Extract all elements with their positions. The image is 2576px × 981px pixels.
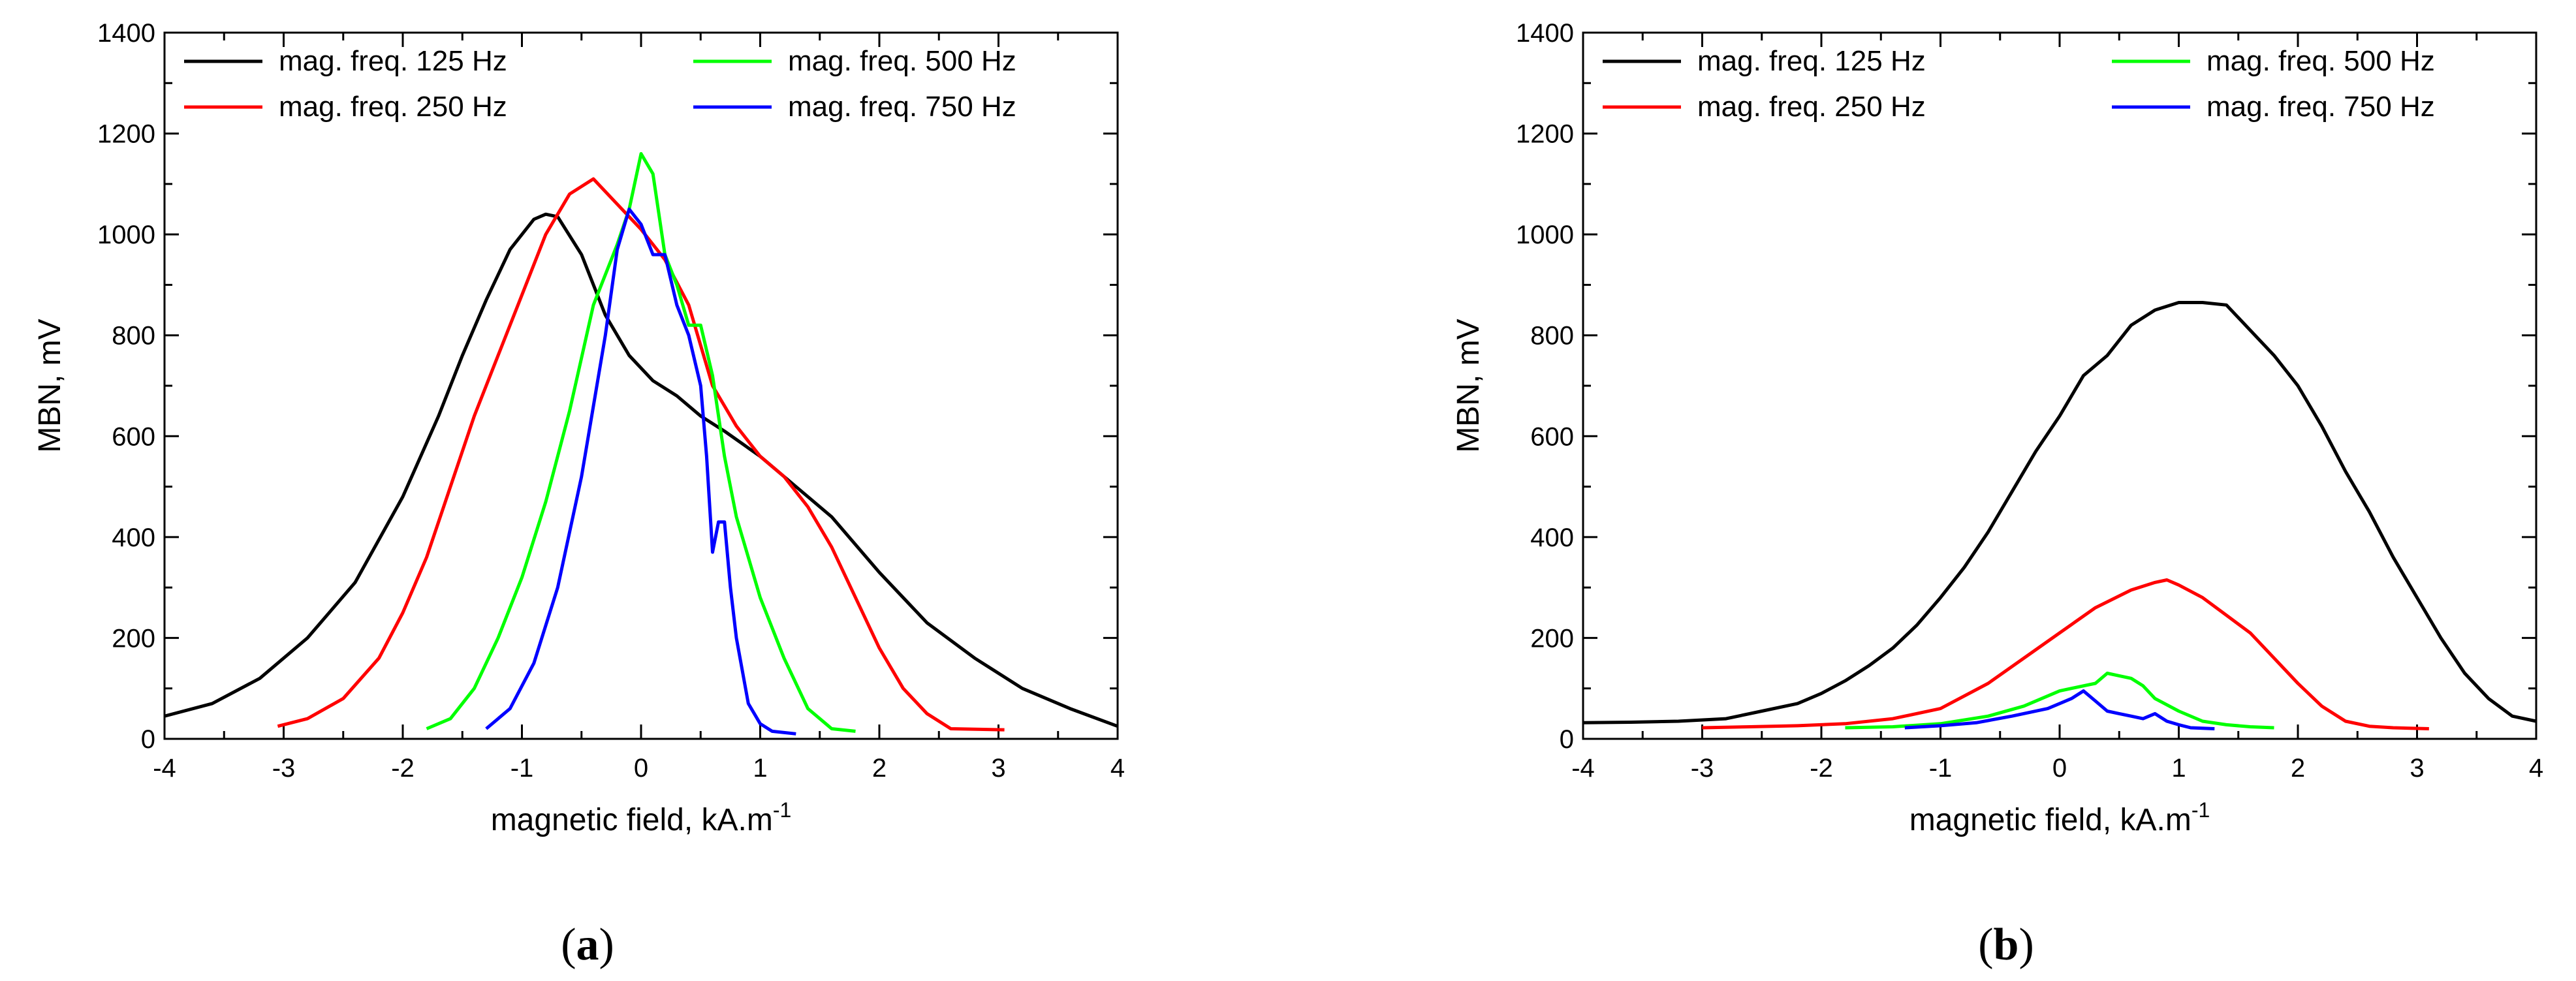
series-line-1 [164,212,1118,728]
y-tick-label: 200 [112,624,155,653]
x-axis-title: magnetic field, kA.m-1 [491,798,792,837]
y-tick-label: 0 [1560,725,1574,754]
y-axis-title: MBN, mV [1451,319,1486,452]
legend-label: mag. freq. 750 Hz [788,91,1016,123]
x-tick-label: -2 [1810,754,1833,783]
legend-label: mag. freq. 125 Hz [1697,45,1926,77]
legend-label: mag. freq. 750 Hz [2207,91,2435,123]
y-tick-label: 1000 [1516,221,1574,249]
y-tick-label: 600 [112,422,155,451]
x-tick-label: 0 [2052,754,2067,783]
y-tick-label: 800 [112,322,155,350]
panel-label: (a) [561,920,614,970]
y-tick-label: 1400 [1516,19,1574,48]
x-tick-label: -4 [153,754,176,783]
x-tick-label: 4 [1110,754,1125,783]
x-tick-label: -3 [272,754,296,783]
chart-panel-a: -4 -3 -2 -1 0 1 2 3 4 0 200 400 600 800 1000 1200 1400 ma… [33,19,1125,970]
y-tick-label: 400 [1530,523,1574,552]
series-line-4 [485,208,796,736]
y-tick-label: 200 [1530,624,1574,653]
x-tick-label: -2 [391,754,415,783]
series-line-2 [1702,578,2429,730]
legend-label: mag. freq. 250 Hz [279,91,507,123]
x-tick-label: 1 [753,754,767,783]
y-tick-label: 800 [1530,322,1574,350]
x-tick-label: 2 [2291,754,2305,783]
panel-label-letter: b [1994,920,2019,970]
x-tick-label: -1 [1929,754,1953,783]
y-tick-label: 1200 [1516,120,1574,149]
y-axis-title: MBN, mV [33,319,67,452]
x-axis-title-superscript: -1 [2191,798,2210,822]
x-tick-label: -4 [1571,754,1595,783]
series-line-2 [277,177,1005,732]
y-tick-label: 0 [141,725,155,754]
panel-label-letter: a [576,920,599,970]
legend-label: mag. freq. 125 Hz [279,45,507,77]
x-axis-title: magnetic field, kA.m-1 [1909,798,2210,837]
x-tick-label: 0 [634,754,648,783]
x-tick-label: 4 [2529,754,2543,783]
panel-label-open: ( [561,920,576,970]
series-line-1 [1582,301,2537,724]
x-axis-title-superscript: -1 [773,798,791,822]
y-tick-label: 600 [1530,422,1574,451]
panel-label: (b) [1978,920,2034,970]
series-line-3 [426,152,856,733]
y-tick-label: 1200 [97,120,155,149]
x-tick-label: 1 [2171,754,2186,783]
x-tick-label: 2 [872,754,887,783]
x-axis-title-main: magnetic field, kA.m [491,803,773,837]
panel-label-close: ) [599,920,614,970]
legend-label: mag. freq. 500 Hz [2207,45,2435,77]
panel-label-open: ( [1978,920,1993,970]
panel-label-close: ) [2018,920,2034,970]
legend-label: mag. freq. 250 Hz [1697,91,1926,123]
series-line-4 [1904,689,2215,730]
x-tick-label: 3 [2410,754,2424,783]
x-tick-label: 3 [991,754,1005,783]
y-tick-label: 1000 [97,221,155,249]
chart-panel-b: -4 -3 -2 -1 0 1 2 3 4 0 200 400 600 800 1000 1200 1400 ma… [1451,19,2543,970]
series-line-3 [1845,672,2274,730]
y-tick-label: 1400 [97,19,155,48]
x-tick-label: -3 [1691,754,1714,783]
plot-frame [163,31,1119,740]
y-tick-label: 400 [112,523,155,552]
x-axis-title-main: magnetic field, kA.m [1909,803,2191,837]
legend-label: mag. freq. 500 Hz [788,45,1016,77]
x-tick-label: -1 [510,754,534,783]
